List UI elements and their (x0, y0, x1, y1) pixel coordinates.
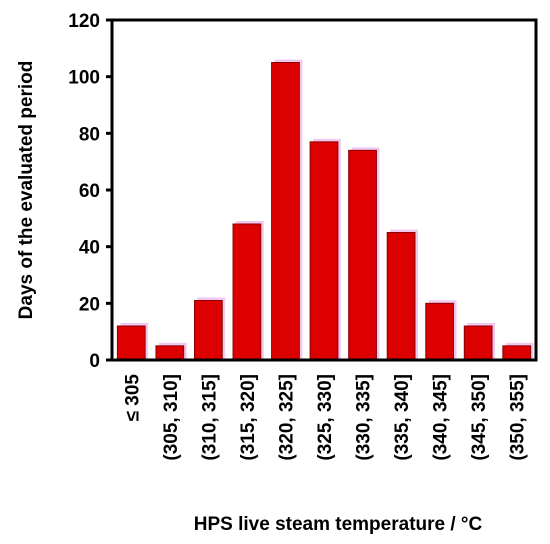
bar (309, 141, 339, 361)
bar (271, 62, 300, 361)
bar (232, 223, 262, 361)
x-tick-label: ≤ 305 (122, 374, 143, 422)
bars-group (116, 59, 534, 361)
bar (155, 345, 185, 361)
x-tick-label: (305, 310] (161, 374, 182, 461)
x-tick-label: (335, 340] (392, 374, 413, 461)
y-tick-label: 60 (79, 181, 100, 202)
y-tick-label: 40 (79, 238, 100, 259)
y-tick-label: 0 (89, 351, 100, 372)
x-axis-title: HPS live steam temperature / °C (194, 514, 483, 535)
x-ticks-group: ≤ 305 (305, 310] (310, 315] (315, 320] (320,… (122, 374, 528, 461)
bar (425, 302, 455, 361)
bar (193, 300, 223, 361)
bar (348, 149, 377, 361)
x-tick-label: (340, 345] (431, 374, 452, 461)
bar (386, 232, 416, 361)
x-tick-label: (350, 355] (508, 374, 529, 461)
bar (463, 325, 493, 361)
bar (116, 325, 146, 361)
x-tick-label: (320, 325] (276, 374, 297, 461)
y-tick-label: 20 (79, 294, 100, 315)
x-tick-label: (345, 350] (469, 374, 490, 461)
x-tick-label: (330, 335] (354, 374, 375, 461)
y-tick-label: 80 (79, 124, 100, 145)
bar (502, 345, 532, 361)
y-tick-label: 120 (68, 11, 100, 32)
y-tick-label: 100 (68, 68, 100, 89)
x-tick-label: (310, 315] (199, 374, 220, 461)
x-tick-label: (315, 320] (238, 374, 259, 461)
x-tick-label: (325, 330] (315, 374, 336, 461)
y-ticks-group: 0 20 40 60 80 100 120 (68, 11, 112, 372)
y-axis-title: Days of the evaluated period (16, 61, 37, 320)
